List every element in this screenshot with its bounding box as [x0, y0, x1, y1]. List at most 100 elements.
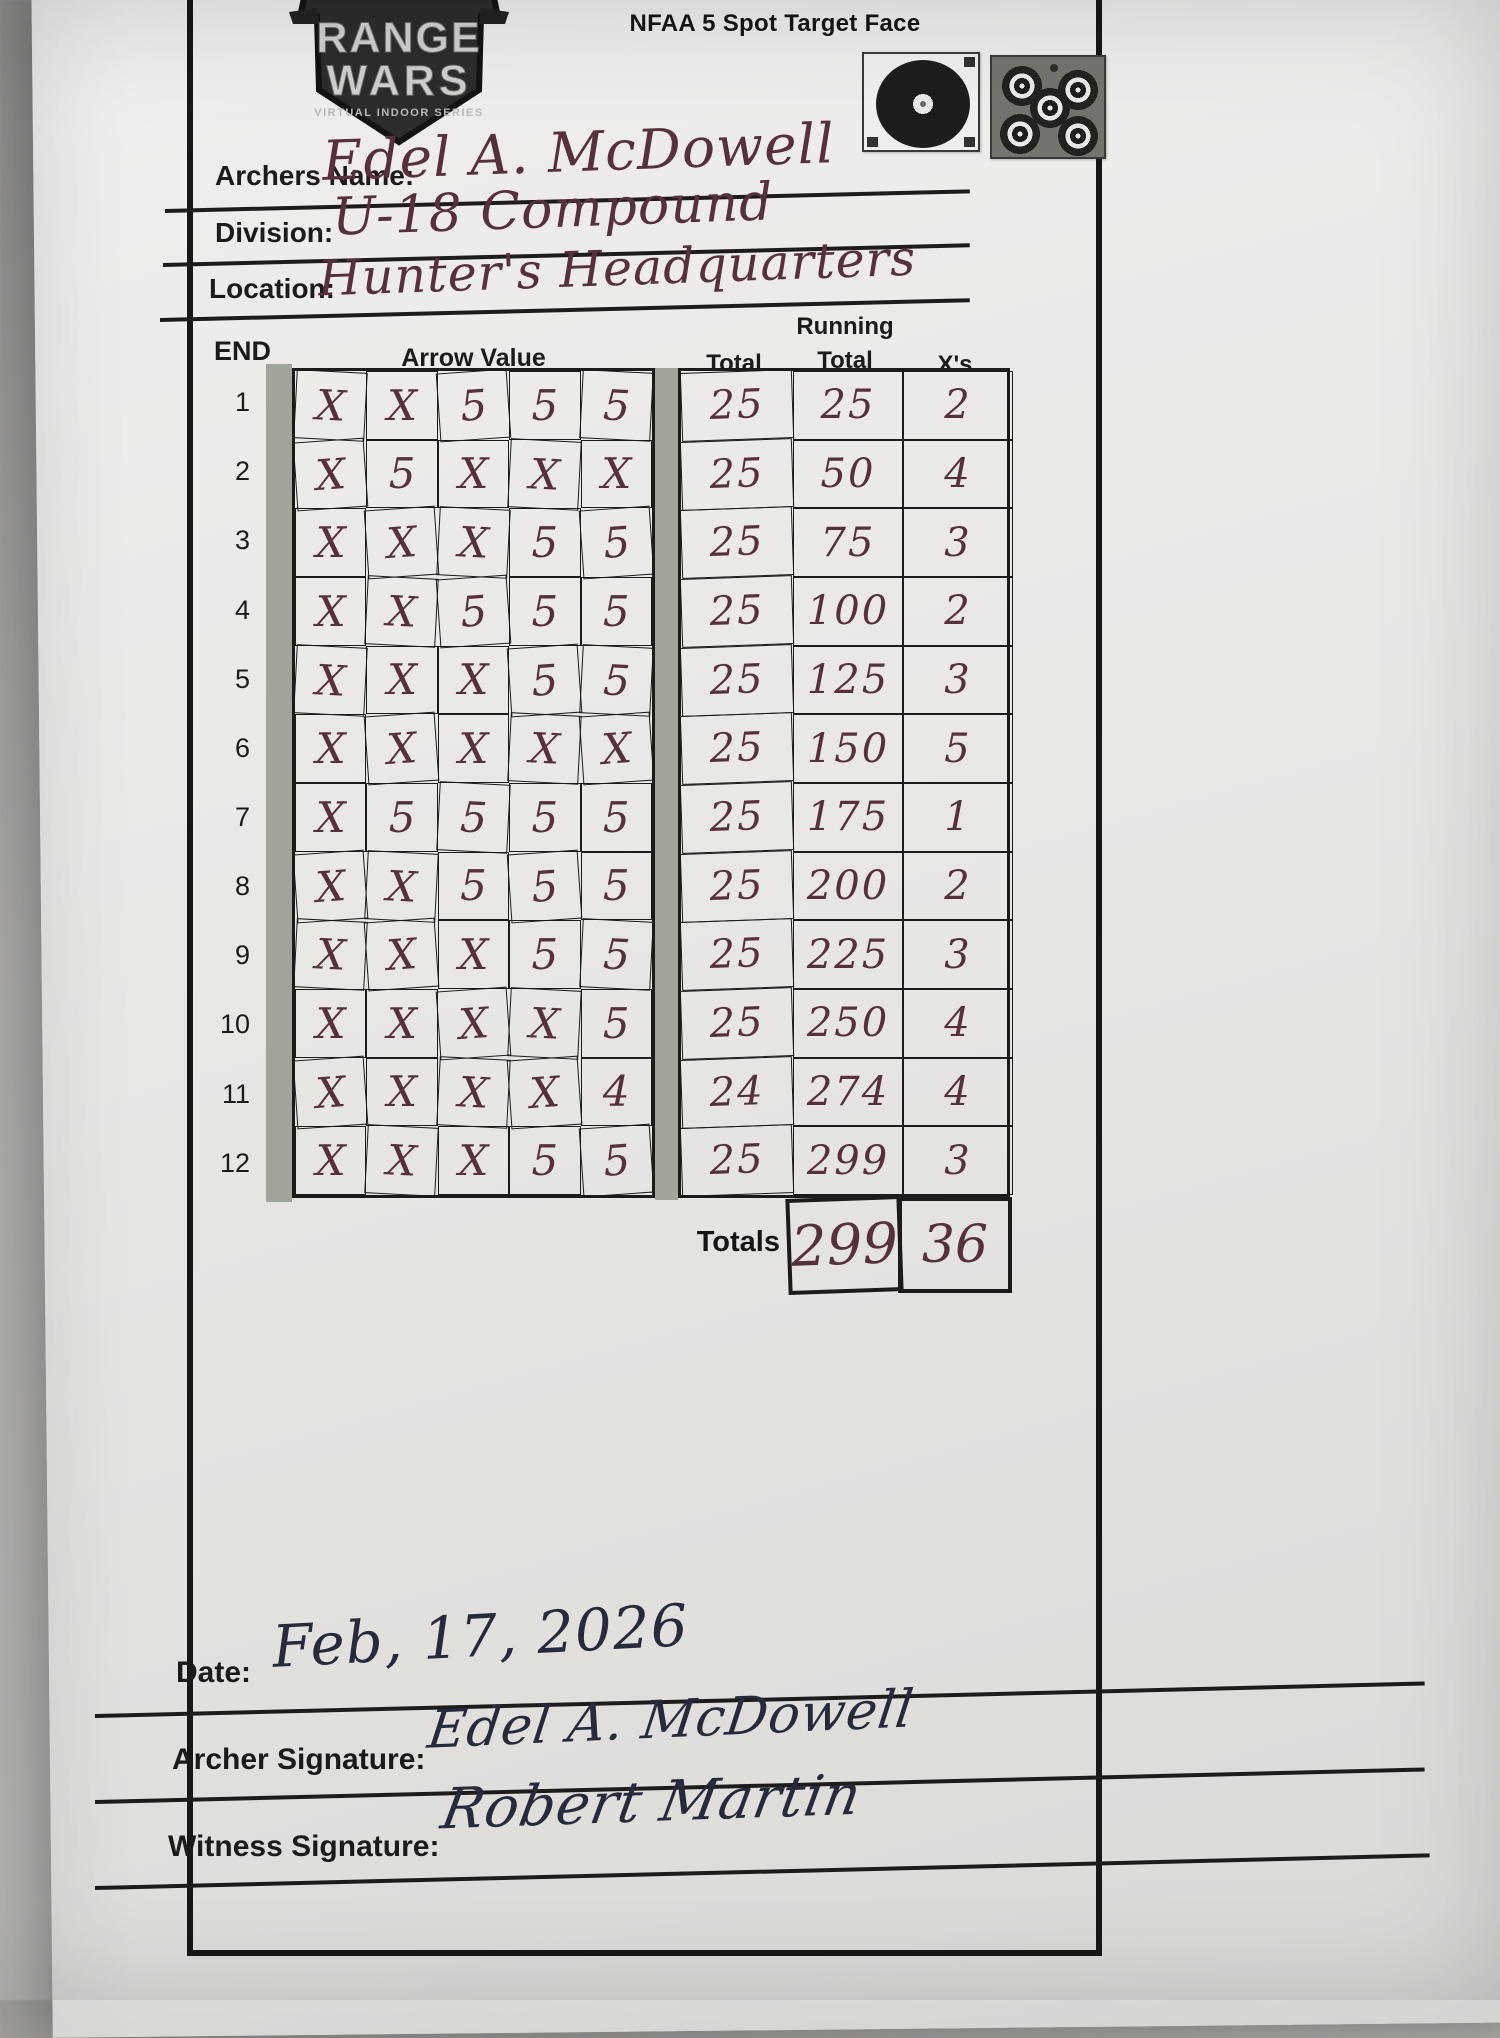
arrow-score-cell: 5: [366, 782, 438, 852]
end-total-cell: 25: [679, 643, 795, 717]
arrow-score-cell: X: [436, 1055, 511, 1129]
arrow-score-cell: X: [364, 711, 441, 786]
target-corner-mark: [964, 57, 975, 67]
arrow-score-cell: 5: [366, 439, 438, 509]
arrow-score-cell: X: [295, 1126, 367, 1195]
arrow-score-cell: X: [366, 371, 438, 440]
arrow-score-cell: 5: [506, 643, 583, 717]
scorecard-border-frame: [187, 0, 1102, 1956]
arrow-score-cell: 5: [435, 574, 512, 649]
end-number: 9: [234, 940, 250, 971]
arrow-score-cell: X: [507, 987, 583, 1060]
arrow-score-cell: 5: [580, 576, 652, 646]
arrow-score-cell: X: [293, 918, 369, 991]
arrow-score-cell: 5: [435, 368, 512, 443]
end-total-cell: 25: [679, 712, 795, 785]
archers-name-label: Archers Name:: [215, 160, 415, 191]
arrow-score-cell: X: [295, 988, 367, 1058]
arrow-score-cell: X: [366, 1057, 438, 1127]
end-total-cell: 25: [679, 849, 795, 923]
running-total-cell: 299: [793, 1126, 903, 1195]
end-number-column: 1 2 3 4 5 6 7 8 9 10 11 12: [192, 368, 250, 1198]
division-label: Division:: [215, 217, 334, 248]
end-total-cell: 25: [679, 437, 795, 511]
single-spot-target-icon: [862, 52, 980, 152]
arrow-score-cell: X: [506, 1055, 583, 1129]
arrow-score-cell: X: [364, 575, 440, 648]
arrow-score-cell: X: [364, 1124, 440, 1197]
running-total-cell: 75: [793, 508, 903, 577]
xs-cell: 2: [903, 851, 1013, 921]
running-total-header-line1: Running: [796, 313, 894, 340]
arrow-score-cell: 5: [436, 781, 511, 854]
location-label: Location:: [209, 273, 335, 304]
end-number: 3: [234, 525, 250, 556]
grand-xs-cell: 36: [898, 1197, 1012, 1293]
logo-subtitle: VIRTUAL INDOOR SERIES: [314, 107, 483, 119]
arrow-score-cell: X: [292, 437, 369, 511]
xs-cell: 2: [903, 371, 1013, 440]
arrow-score-cell: X: [295, 576, 367, 646]
arrow-score-cell: 5: [509, 920, 581, 989]
date-label: Date:: [176, 1656, 252, 1689]
arrow-value-header: Arrow Value: [401, 344, 546, 372]
xs-cell: 3: [903, 1126, 1013, 1195]
arrow-score-cell: X: [580, 439, 652, 509]
target-registration-dot: [1050, 64, 1059, 72]
total-header: Total: [706, 350, 762, 377]
end-total-cell: 25: [679, 987, 795, 1060]
running-total-cell: 50: [793, 439, 903, 509]
archer-signature-label: Archer Signature:: [172, 1743, 426, 1776]
target-corner-mark: [867, 137, 878, 147]
arrow-score-cell: X: [507, 712, 583, 785]
arrow-score-cell: X: [293, 643, 369, 717]
end-number: 8: [234, 871, 250, 902]
grid-left-strip: [266, 364, 292, 1202]
arrow-score-cell: X: [364, 505, 441, 580]
arrow-score-cell: 5: [437, 851, 510, 921]
end-number: 7: [234, 802, 250, 833]
xs-cell: 1: [903, 782, 1013, 852]
end-number: 6: [234, 732, 250, 763]
end-total-cell: 25: [679, 369, 795, 442]
running-total-cell: 250: [793, 988, 903, 1058]
arrow-score-cell: 5: [509, 576, 581, 646]
arrow-score-cell: 4: [580, 1057, 652, 1127]
arrow-score-cell: X: [295, 508, 367, 577]
arrow-score-cell: X: [437, 645, 510, 715]
arrow-score-cell: 5: [506, 849, 583, 923]
arrow-score-cell: 5: [580, 851, 652, 921]
totals-label: Totals: [696, 1226, 780, 1258]
arrow-score-cell: 5: [580, 988, 652, 1058]
witness-signature-label: Witness Signature:: [168, 1830, 440, 1863]
end-column-header: END: [214, 336, 272, 366]
totals-grid: 25 25 2 25 50 4 25 75 3 25 100 2 25 125 3 25 150 5 2…: [678, 368, 1013, 1198]
end-total-cell: 25: [679, 781, 795, 854]
end-total-cell: 25: [679, 506, 795, 579]
grid-separator-strip: [655, 368, 678, 1200]
arrow-score-cell: X: [366, 645, 438, 715]
running-total-cell: 225: [793, 920, 903, 989]
five-spot-target-icon: [990, 55, 1106, 159]
xs-cell: 4: [903, 988, 1013, 1058]
xs-cell: 4: [903, 1057, 1013, 1127]
arrow-score-cell: 5: [580, 782, 652, 852]
arrow-score-cell: X: [435, 986, 512, 1061]
running-total-cell: 150: [793, 714, 903, 783]
arrow-score-cell: X: [293, 369, 369, 442]
target-spot: [998, 113, 1041, 155]
arrow-score-cell: X: [437, 1126, 510, 1195]
running-total-cell: 100: [793, 576, 903, 646]
end-total-cell: 24: [679, 1055, 795, 1129]
logo-line1: RANGE: [316, 14, 481, 62]
arrow-score-cell: X: [437, 714, 510, 783]
end-number: 2: [234, 456, 250, 487]
arrow-score-cell: 5: [509, 782, 581, 852]
page-title: NFAA 5 Spot Target Face: [629, 10, 921, 37]
xs-cell: 3: [903, 645, 1013, 715]
end-number: 11: [221, 1078, 250, 1109]
arrow-score-cell: X: [437, 439, 510, 509]
arrow-score-cell: X: [364, 849, 440, 923]
xs-cell: 5: [903, 714, 1013, 783]
